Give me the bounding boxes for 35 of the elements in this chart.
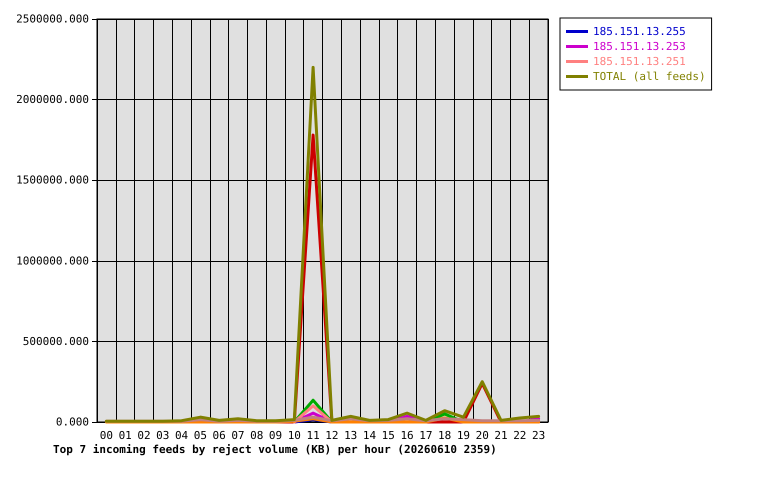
x-tick-label: 20 [476,429,489,442]
x-tick-label: 16 [400,429,414,442]
legend-label: 185.151.13.251 [593,55,686,68]
x-tick-label: 07 [231,429,245,442]
x-tick-label: 04 [174,429,189,442]
x-tick-label: 05 [194,429,207,442]
x-tick-label: 19 [456,429,470,442]
x-tick-label: 10 [288,429,301,442]
x-tick-label: 02 [137,429,151,442]
y-tick-label: 0.000 [56,416,89,428]
x-tick-label: 14 [362,429,376,442]
text: Top 7 incoming feeds by reject volume (KB) per hour (20260610 2359) [53,443,497,456]
legend-label: 185.151.13.255 [593,25,686,38]
x-tick-label: 11 [306,429,320,442]
x-tick-label: 12 [325,429,339,442]
x-tick-label: 09 [268,429,282,442]
x-tick-label: 01 [118,429,132,442]
y-tick-label: 1000000.000 [16,254,89,268]
legend-label: TOTAL (all feeds) [593,70,706,83]
y-tick-label: 1500000.000 [16,174,89,187]
y-tick-label: 2500000.000 [16,12,89,26]
x-tick-label: 23 [532,429,546,442]
x-tick-label: 15 [382,429,395,442]
x-tick-label: 03 [156,429,170,442]
x-tick-label: 06 [212,429,226,442]
legend-label: 185.151.13.253 [593,40,686,53]
x-tick-label: 21 [494,429,508,442]
x-tick-label: 22 [513,429,526,442]
x-tick-label: 17 [419,429,432,442]
y-tick-label: 500000.000 [22,334,89,348]
x-tick-label: 00 [100,429,114,442]
x-tick-label: 08 [250,429,264,442]
x-tick-label: 13 [344,429,358,442]
y-tick-label: 2000000.000 [16,93,89,106]
x-tick-label: 18 [438,429,452,442]
